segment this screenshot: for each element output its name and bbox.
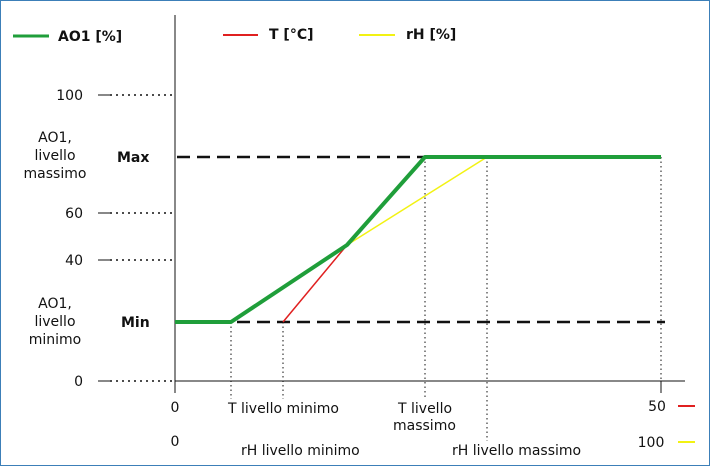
min-range-line-3: minimo (29, 332, 82, 348)
t-axis-end: 50 (648, 399, 666, 415)
t-max-label-line-1: T livello (397, 401, 452, 417)
legend-ao1-label: AO1 [%] (58, 29, 122, 45)
rh-axis-end: 100 (638, 435, 665, 451)
y-tick-0: 0 (74, 374, 83, 390)
y-tick-100: 100 (56, 88, 83, 104)
rh-axis-start: 0 (171, 434, 180, 450)
t-curve (282, 244, 348, 323)
t-min-label: T livello minimo (227, 401, 339, 417)
min-range-line-2: livello (34, 314, 75, 330)
t-axis-start: 0 (171, 400, 180, 416)
rh-curve (346, 156, 488, 246)
ao1-curve (175, 155, 661, 324)
y-tick-60: 60 (65, 206, 83, 222)
ao1-min-range-label: AO1, livello minimo (29, 296, 82, 348)
legend-t-label: T [°C] (269, 27, 314, 43)
legend-rh-label: rH [%] (406, 27, 456, 43)
rh-max-label: rH livello massimo (452, 443, 581, 459)
min-range-line-1: AO1, (38, 296, 72, 312)
min-level-label: Min (121, 315, 150, 331)
legend: AO1 [%] T [°C] rH [%] (13, 27, 456, 45)
t-max-label-line-2: massimo (393, 418, 456, 434)
y-tick-marks (98, 94, 175, 382)
max-range-line-1: AO1, (38, 130, 72, 146)
vertical-guides (230, 157, 662, 441)
y-tick-40: 40 (65, 253, 83, 269)
ao1-max-range-label: AO1, livello massimo (24, 130, 87, 182)
max-range-line-2: livello (34, 148, 75, 164)
max-level-label: Max (117, 150, 149, 166)
max-range-line-3: massimo (24, 166, 87, 182)
rh-min-label: rH livello minimo (241, 443, 360, 459)
